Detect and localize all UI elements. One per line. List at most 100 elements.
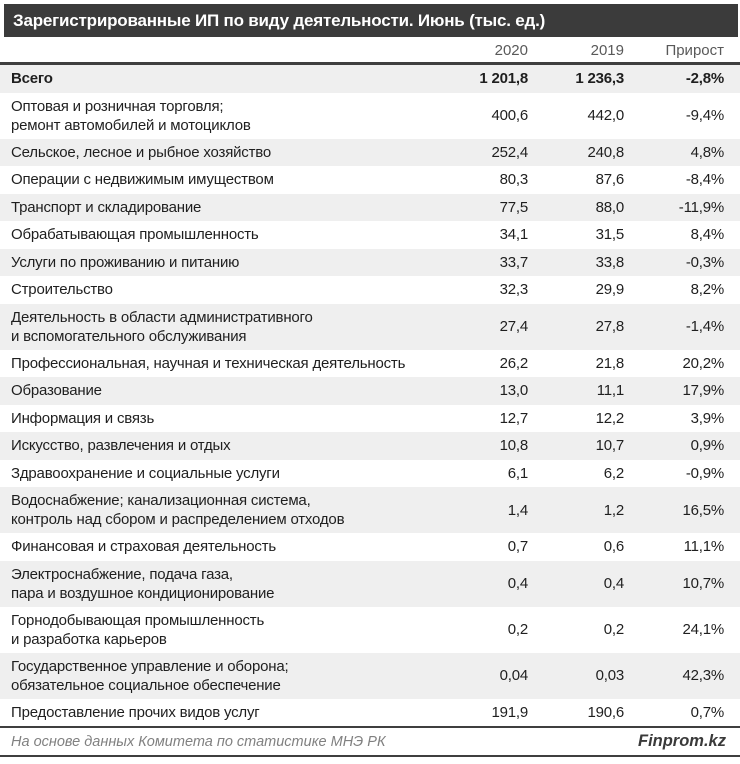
growth-value: -8,4% xyxy=(685,171,724,189)
growth-value: 16,5% xyxy=(682,501,724,519)
table-row: Всего 1 201,8 1 236,3 -2,8% xyxy=(0,65,740,93)
value-2020: 252,4 xyxy=(491,143,528,161)
growth-value: -1,4% xyxy=(685,318,724,335)
table-row: Электроснабжение, подача газа, пара и во… xyxy=(0,560,740,607)
growth-value: 8,4% xyxy=(690,226,725,244)
activity-label: Обрабатывающая промышленность xyxy=(11,226,259,244)
value-2019: 88,0 xyxy=(595,198,625,216)
value-2020: 33,7 xyxy=(499,253,529,271)
footer: На основе данных Комитета по статистике … xyxy=(0,726,740,757)
table-row: Транспорт и складирование 77,5 88,0 -11,… xyxy=(0,193,740,221)
value-2019: 0,03 xyxy=(595,667,625,684)
table-row: Сельское, лесное и рыбное хозяйство 252,… xyxy=(0,138,740,166)
growth-value: -0,9% xyxy=(685,464,724,482)
value-2020: 191,9 xyxy=(491,703,528,721)
table-row: Образование 13,0 11,1 17,9% xyxy=(0,377,740,405)
activity-label: Государственное управление и оборона; об… xyxy=(11,657,289,694)
column-header-growth: Прирост xyxy=(665,42,724,59)
value-2020: 1,4 xyxy=(507,501,528,519)
activity-label: Горнодобывающая промышленность и разрабо… xyxy=(11,611,265,648)
growth-value: 8,2% xyxy=(690,281,725,299)
column-header-2019: 2019 xyxy=(590,42,624,59)
table-row: Информация и связь 12,7 12,2 3,9% xyxy=(0,404,740,432)
source-note: На основе данных Комитета по статистике … xyxy=(11,733,386,750)
table-row: Услуги по проживанию и питанию 33,7 33,8… xyxy=(0,248,740,276)
activity-label: Сельское, лесное и рыбное хозяйство xyxy=(11,143,272,161)
value-2020: 32,3 xyxy=(499,281,529,299)
value-2019: 33,8 xyxy=(595,253,625,271)
value-2019: 31,5 xyxy=(595,226,625,244)
growth-value: 3,9% xyxy=(690,409,725,427)
growth-value: 10,7% xyxy=(682,575,724,592)
title-bar: Зарегистрированные ИП по виду деятельнос… xyxy=(4,4,738,37)
table-row: Водоснабжение; канализационная система, … xyxy=(0,487,740,533)
value-2020: 12,7 xyxy=(499,409,529,427)
activity-label: Услуги по проживанию и питанию xyxy=(11,253,240,271)
activity-label: Образование xyxy=(11,382,102,400)
value-2019: 1 236,3 xyxy=(575,70,624,88)
value-2019: 0,2 xyxy=(603,621,624,638)
value-2020: 10,8 xyxy=(499,437,529,455)
activity-label: Строительство xyxy=(11,281,113,299)
growth-value: 4,8% xyxy=(690,143,725,161)
value-2020: 0,04 xyxy=(499,667,529,684)
activity-label: Искусство, развлечения и отдых xyxy=(11,437,231,455)
value-2020: 13,0 xyxy=(499,382,529,400)
activity-label: Информация и связь xyxy=(11,409,155,427)
growth-value: -2,8% xyxy=(685,70,724,88)
activity-label: Электроснабжение, подача газа, пара и во… xyxy=(11,565,275,602)
value-2020: 77,5 xyxy=(499,198,529,216)
value-2020: 400,6 xyxy=(491,107,528,124)
value-2020: 0,4 xyxy=(507,575,528,592)
activity-label: Предоставление прочих видов услуг xyxy=(11,703,260,721)
value-2019: 190,6 xyxy=(587,703,624,721)
table-row: Искусство, развлечения и отдых 10,8 10,7… xyxy=(0,432,740,460)
column-header-row: 2020 2019 Прирост xyxy=(0,37,740,65)
value-2019: 0,6 xyxy=(603,538,624,556)
growth-value: 24,1% xyxy=(682,621,724,638)
activity-label: Финансовая и страховая деятельность xyxy=(11,538,276,556)
table-row: Здравоохранение и социальные услуги 6,1 … xyxy=(0,459,740,487)
table-row: Финансовая и страховая деятельность 0,7 … xyxy=(0,533,740,561)
value-2019: 6,2 xyxy=(603,464,624,482)
column-header-2020: 2020 xyxy=(494,42,528,59)
value-2019: 10,7 xyxy=(595,437,625,455)
table-row: Профессиональная, научная и техническая … xyxy=(0,349,740,377)
table-row: Государственное управление и оборона; об… xyxy=(0,652,740,699)
value-2020: 34,1 xyxy=(499,226,529,244)
value-2019: 240,8 xyxy=(587,143,624,161)
value-2020: 0,2 xyxy=(507,621,528,638)
activity-label: Транспорт и складирование xyxy=(11,198,202,216)
value-2019: 0,4 xyxy=(603,575,624,592)
table-row: Оптовая и розничная торговля; ремонт авт… xyxy=(0,92,740,139)
value-2019: 11,1 xyxy=(596,382,624,400)
activity-label: Деятельность в области административного… xyxy=(11,308,313,345)
brand-logo: Finprom.kz xyxy=(637,732,726,750)
value-2020: 26,2 xyxy=(499,354,529,372)
value-2019: 29,9 xyxy=(595,281,625,299)
value-2019: 27,8 xyxy=(595,318,625,335)
table-row: Предоставление прочих видов услуг 191,9 … xyxy=(0,698,740,726)
table-row: Деятельность в области административного… xyxy=(0,303,740,350)
activity-label: Всего xyxy=(11,70,53,88)
table-row: Горнодобывающая промышленность и разрабо… xyxy=(0,606,740,653)
growth-value: -11,9% xyxy=(678,198,724,216)
value-2020: 0,7 xyxy=(507,538,528,556)
page-title: Зарегистрированные ИП по виду деятельнос… xyxy=(13,10,546,30)
table-row: Операции с недвижимым имуществом 80,3 87… xyxy=(0,166,740,194)
growth-value: 20,2% xyxy=(682,354,724,372)
activity-label: Оптовая и розничная торговля; ремонт авт… xyxy=(11,97,251,134)
table-row: Строительство 32,3 29,9 8,2% xyxy=(0,276,740,304)
growth-value: 42,3% xyxy=(682,667,724,684)
value-2019: 12,2 xyxy=(595,409,625,427)
growth-value: 0,9% xyxy=(690,437,725,455)
value-2019: 442,0 xyxy=(587,107,624,124)
growth-value: -9,4% xyxy=(685,107,724,124)
table-body: Всего 1 201,8 1 236,3 -2,8% Оптовая и ро… xyxy=(0,65,740,726)
value-2020: 6,1 xyxy=(507,464,528,482)
value-2020: 27,4 xyxy=(499,318,529,335)
value-2019: 87,6 xyxy=(595,171,625,189)
activity-label: Операции с недвижимым имуществом xyxy=(11,171,274,189)
growth-value: 17,9% xyxy=(682,382,724,400)
